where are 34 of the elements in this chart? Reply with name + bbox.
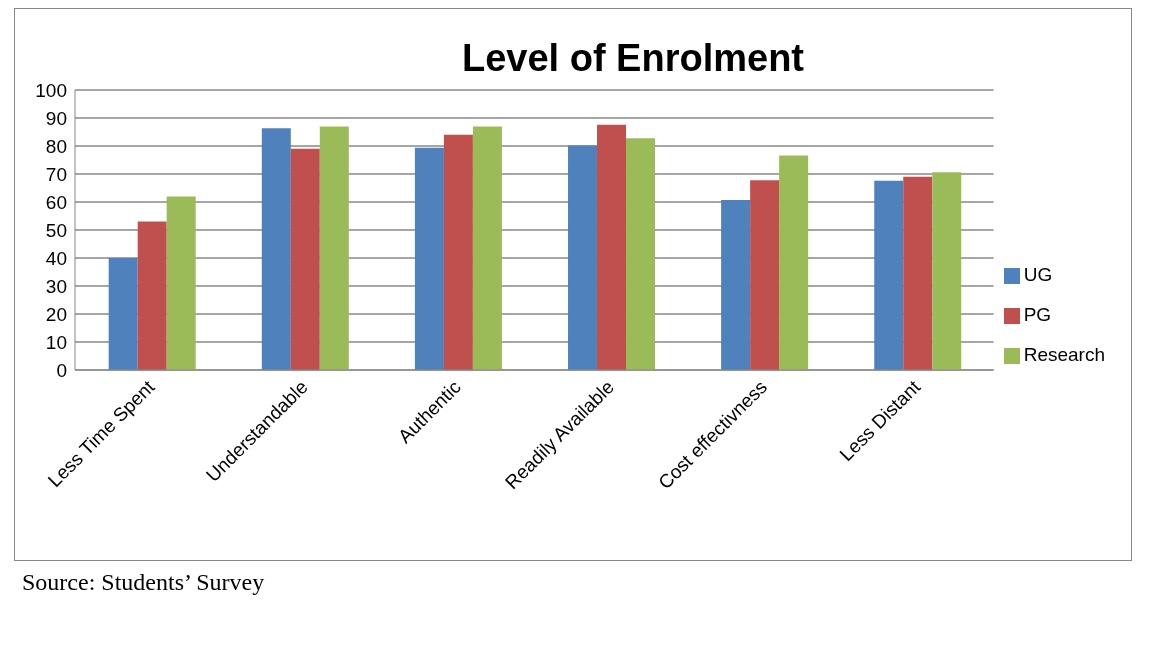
bar xyxy=(568,145,598,370)
y-tick-label: 80 xyxy=(45,135,67,157)
legend-label: UG xyxy=(1023,264,1053,285)
bar xyxy=(137,221,167,370)
y-tick-label: 60 xyxy=(45,191,67,213)
bar xyxy=(750,180,780,370)
legend-label: PG xyxy=(1023,304,1052,325)
bar xyxy=(108,258,138,370)
bar xyxy=(597,124,627,370)
bar xyxy=(261,128,291,370)
legend-label: Research xyxy=(1023,344,1105,365)
bar xyxy=(290,148,320,370)
y-tick-label: 70 xyxy=(45,163,67,185)
bar xyxy=(903,176,933,370)
y-tick-label: 50 xyxy=(45,219,67,241)
y-tick-label: 20 xyxy=(45,303,67,325)
y-tick-label: 0 xyxy=(56,359,67,381)
bar xyxy=(319,126,349,370)
bar xyxy=(414,147,444,370)
bar xyxy=(721,200,751,370)
bar xyxy=(166,196,196,370)
y-tick-label: 90 xyxy=(45,107,67,129)
bar xyxy=(472,126,502,370)
y-tick-label: 100 xyxy=(35,79,67,101)
chart-title: Level of Enrolment xyxy=(460,36,806,80)
y-tick-label: 40 xyxy=(45,247,67,269)
y-tick-label: 10 xyxy=(45,331,67,353)
y-tick-label: 30 xyxy=(45,275,67,297)
bar xyxy=(626,138,656,370)
bar xyxy=(443,134,473,370)
bar xyxy=(779,155,809,370)
source-note: Source: Students’ Survey xyxy=(22,569,266,596)
bar xyxy=(874,180,904,370)
bar xyxy=(932,172,962,370)
